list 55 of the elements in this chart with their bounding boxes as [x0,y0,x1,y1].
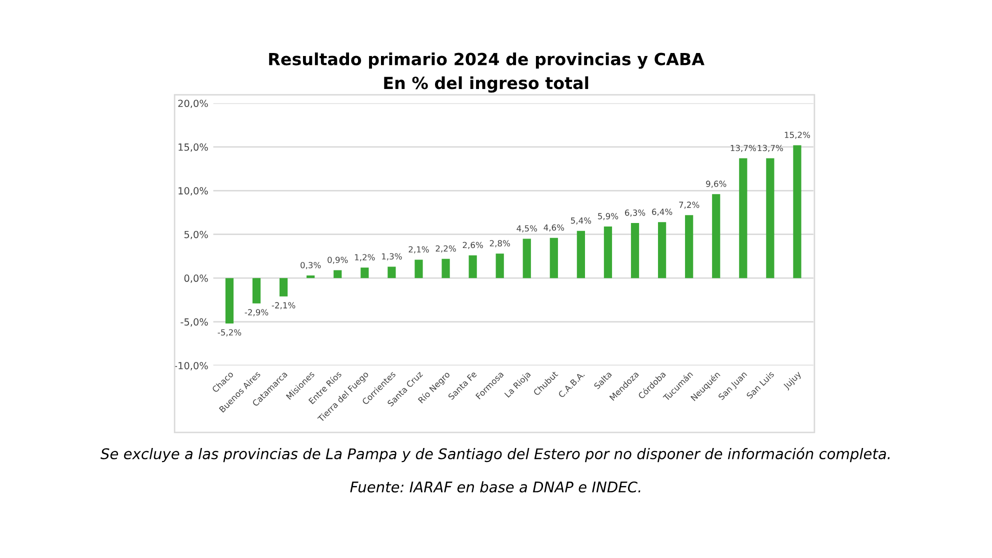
y-tick-label: 5,0% [184,230,208,240]
bar [442,258,450,278]
data-label: 5,9% [598,213,618,220]
bar [604,226,612,278]
y-tick-label: 0,0% [184,274,208,283]
chart-title: Resultado primario 2024 de provincias y CABA En % del ingreso total [269,52,704,93]
source-note: Fuente: IARAF en base a DNAP e INDEC. [350,481,640,492]
data-label: 4,6% [544,224,564,232]
data-label: 15,2% [784,132,810,139]
data-label: 1,3% [382,253,402,260]
data-label: 2,8% [490,240,510,248]
bar [225,278,234,324]
data-label: 2,1% [408,246,429,254]
text: Se excluye a las provincias de La Pampa y de Santiago del Estero por no disponer de información completa. [100,447,890,462]
data-label: 0,3% [300,262,321,270]
data-label: 7,2% [679,202,700,209]
bar [334,270,342,278]
bar [658,222,666,278]
bar [388,266,396,278]
y-tick-label: 20,0% [178,100,208,108]
bar [576,230,585,278]
bar [306,275,315,278]
data-label: 2,2% [436,245,456,253]
data-label: -2,9% [244,309,268,316]
y-tick-label: 15,0% [178,143,208,152]
data-label: 9,6% [706,180,726,188]
bar [468,255,477,278]
bar [712,194,720,278]
data-label: 5,4% [571,217,592,225]
bar [360,268,369,278]
bar [766,158,774,278]
data-label: 2,6% [462,242,483,250]
y-tick-label: -5,0% [180,318,208,327]
bar [685,215,694,278]
bar [739,158,748,278]
bar [280,278,288,296]
bar [550,238,558,278]
bar [414,260,423,278]
data-label: -5,2% [218,329,242,336]
data-label: 4,5% [516,225,538,232]
y-tick-label: 10,0% [178,187,208,196]
bar [793,145,802,278]
bar [496,254,504,278]
bar [630,222,640,278]
data-label: -2,1% [272,302,296,310]
data-label: 6,3% [625,210,646,217]
data-label: 6,4% [652,208,672,216]
data-label: 13,7% [730,144,756,152]
data-label: 1,2% [355,254,375,262]
x-tick-label: San Luis [746,370,774,400]
data-label: 0,9% [328,256,348,264]
bar [252,278,261,304]
y-tick-label: -10,0% [174,362,208,370]
bar [522,238,531,278]
data-label: 13,7% [758,144,783,152]
